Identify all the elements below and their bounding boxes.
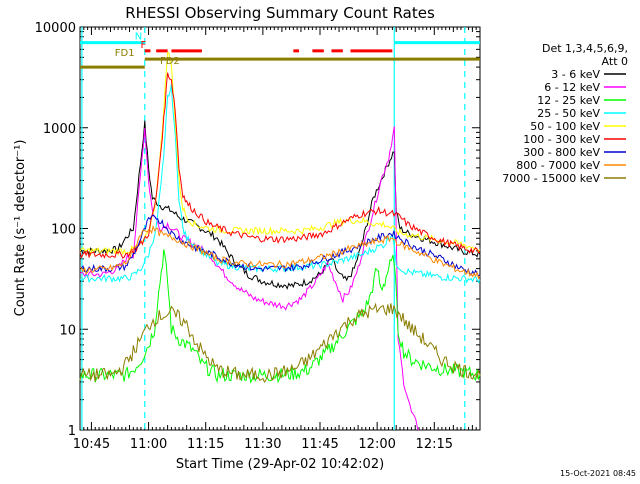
legend-label: 3 - 6 keV — [551, 68, 600, 81]
x-tick-label: 12:15 — [416, 437, 453, 452]
legend-label: 50 - 100 keV — [530, 120, 600, 133]
legend-label: 12 - 25 keV — [537, 94, 600, 107]
series-line-3 — [79, 84, 481, 284]
series-line-8 — [79, 302, 481, 384]
flag-label-fd1: FD1 — [115, 48, 135, 59]
series-line-7 — [79, 224, 481, 280]
series-line-4 — [79, 52, 481, 257]
legend-header-line1: Det 1,3,4,5,6,9, — [542, 42, 628, 55]
y-tick-label: 1 — [68, 424, 76, 439]
legend-label: 25 - 50 keV — [537, 107, 600, 120]
x-tick-label: 11:15 — [187, 437, 224, 452]
series-line-1 — [79, 126, 420, 431]
flag-label-f: F — [140, 40, 146, 51]
x-tick-label: 11:45 — [301, 437, 338, 452]
series-line-6 — [79, 214, 481, 277]
footer-timestamp: 15-Oct-2021 08:45 — [560, 469, 636, 478]
x-tick-label: 12:00 — [358, 437, 395, 452]
y-tick-label: 10 — [59, 323, 76, 338]
series-line-0 — [79, 120, 481, 290]
x-axis-label: Start Time (29-Apr-02 10:42:02) — [176, 457, 384, 472]
legend-label: 7000 - 15000 keV — [502, 172, 600, 185]
chart-title: RHESSI Observing Summary Count Rates — [125, 4, 435, 22]
plot-area: 1 10 100 1000 10000 10:45 11:00 11:15 11:30 11:45… — [35, 21, 481, 452]
x-tick-label: 11:00 — [130, 437, 167, 452]
series-line-5 — [79, 72, 481, 259]
series-line-2 — [79, 249, 481, 384]
flag-label-n: N — [135, 32, 142, 43]
y-tick-label: 10000 — [35, 21, 76, 36]
x-tick-label: 10:45 — [73, 437, 110, 452]
y-tick-label: 1000 — [43, 122, 76, 137]
legend-label: 800 - 7000 keV — [516, 159, 600, 172]
legend-header-line2: Att 0 — [602, 55, 628, 68]
legend-label: 300 - 800 keV — [523, 146, 600, 159]
flag-label-fd2: FD2 — [160, 56, 180, 67]
y-tick-label: 100 — [51, 223, 76, 238]
x-tick-label: 11:30 — [244, 437, 281, 452]
y-axis-label: Count Rate (s⁻¹ detector⁻¹) — [13, 140, 28, 317]
legend-label: 6 - 12 keV — [544, 81, 600, 94]
legend-label: 100 - 300 keV — [523, 133, 600, 146]
